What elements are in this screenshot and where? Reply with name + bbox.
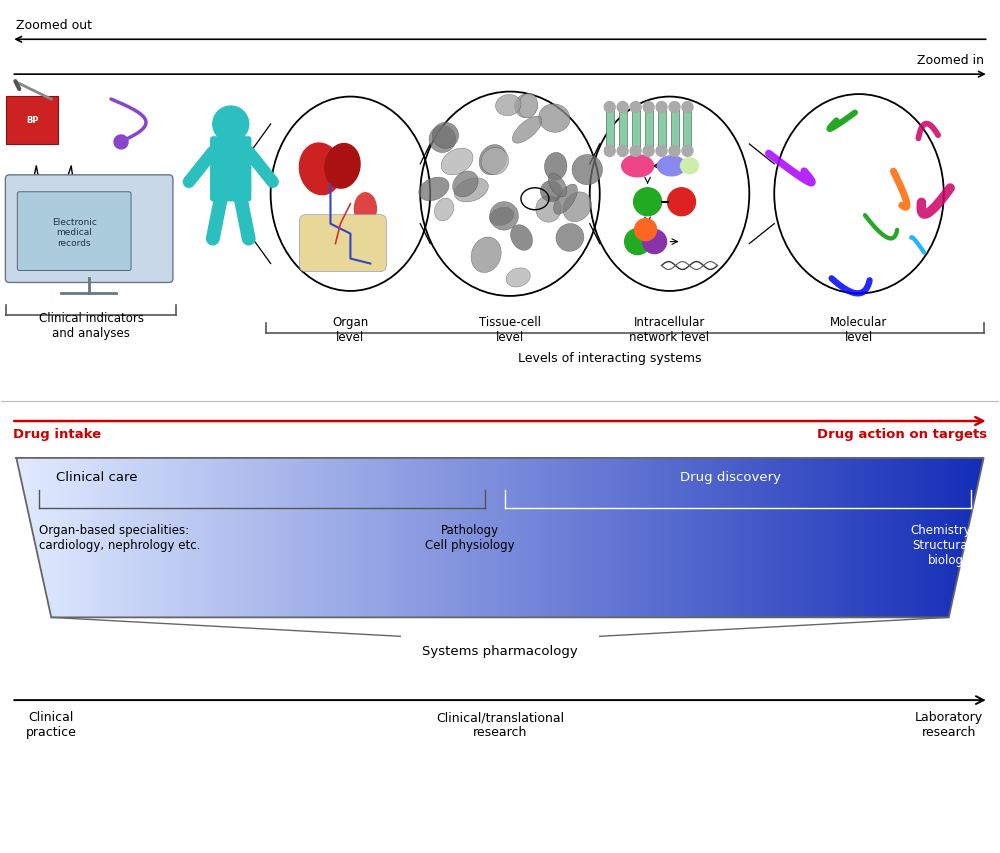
Ellipse shape	[511, 225, 533, 251]
Text: Laboratory
research: Laboratory research	[915, 711, 983, 738]
Ellipse shape	[299, 144, 342, 195]
Ellipse shape	[434, 199, 454, 222]
Bar	[671, 108, 679, 152]
Circle shape	[656, 146, 667, 157]
Ellipse shape	[554, 185, 577, 215]
Circle shape	[669, 102, 680, 113]
Text: Clinical indicators
and analyses: Clinical indicators and analyses	[39, 312, 144, 340]
Text: Chemistry
Structural
biology: Chemistry Structural biology	[910, 523, 971, 566]
Bar	[6, 97, 58, 145]
Circle shape	[630, 102, 641, 113]
Ellipse shape	[481, 148, 509, 176]
Circle shape	[669, 146, 680, 157]
Text: Systems pharmacology: Systems pharmacology	[422, 645, 578, 658]
Text: BP: BP	[26, 116, 39, 125]
Ellipse shape	[429, 126, 456, 154]
Circle shape	[643, 230, 667, 254]
Circle shape	[682, 146, 693, 157]
Circle shape	[114, 136, 128, 150]
Ellipse shape	[441, 149, 473, 176]
Ellipse shape	[419, 178, 449, 201]
Text: Drug intake: Drug intake	[13, 427, 101, 440]
Circle shape	[604, 102, 615, 113]
Circle shape	[213, 107, 249, 142]
Circle shape	[630, 146, 641, 157]
Bar	[683, 108, 691, 152]
Text: Zoomed out: Zoomed out	[16, 20, 92, 32]
Text: Clinical
practice: Clinical practice	[26, 711, 77, 738]
Circle shape	[634, 189, 662, 217]
Circle shape	[617, 146, 628, 157]
Ellipse shape	[548, 174, 567, 198]
Ellipse shape	[490, 202, 518, 231]
Text: Levels of interacting systems: Levels of interacting systems	[518, 351, 701, 365]
Ellipse shape	[325, 144, 360, 189]
Text: Electronic
medical
records: Electronic medical records	[52, 218, 97, 247]
Ellipse shape	[572, 155, 603, 186]
Ellipse shape	[490, 208, 514, 226]
Circle shape	[643, 146, 654, 157]
Ellipse shape	[536, 196, 561, 223]
Ellipse shape	[453, 171, 478, 198]
Ellipse shape	[354, 194, 376, 225]
Text: Organ
level: Organ level	[332, 316, 369, 344]
Text: Zoomed in: Zoomed in	[917, 54, 984, 67]
Circle shape	[617, 102, 628, 113]
Ellipse shape	[432, 123, 459, 149]
Ellipse shape	[556, 224, 584, 252]
Ellipse shape	[471, 238, 501, 273]
Ellipse shape	[512, 117, 542, 144]
Circle shape	[682, 102, 693, 113]
Circle shape	[625, 229, 651, 255]
FancyBboxPatch shape	[17, 193, 131, 271]
Circle shape	[643, 102, 654, 113]
Text: Clinical/translational
research: Clinical/translational research	[436, 711, 564, 738]
Circle shape	[656, 102, 667, 113]
Text: Drug action on targets: Drug action on targets	[817, 427, 987, 440]
Ellipse shape	[515, 95, 537, 119]
Text: Clinical care: Clinical care	[56, 470, 138, 484]
Ellipse shape	[544, 154, 567, 181]
Bar	[658, 108, 666, 152]
Ellipse shape	[540, 182, 562, 202]
Text: Organ-based specialities:
cardiology, nephrology etc.: Organ-based specialities: cardiology, ne…	[39, 523, 201, 551]
FancyBboxPatch shape	[300, 216, 386, 272]
Bar	[645, 108, 653, 152]
Ellipse shape	[539, 105, 570, 133]
Circle shape	[604, 146, 615, 157]
Ellipse shape	[658, 157, 685, 177]
Circle shape	[668, 189, 695, 217]
Ellipse shape	[519, 94, 538, 119]
Text: Molecular
level: Molecular level	[830, 316, 888, 344]
Circle shape	[635, 219, 657, 241]
Ellipse shape	[506, 269, 530, 287]
Text: Pathology
Cell physiology: Pathology Cell physiology	[425, 523, 515, 551]
Bar	[606, 108, 614, 152]
FancyBboxPatch shape	[211, 138, 251, 201]
Ellipse shape	[622, 156, 654, 177]
Ellipse shape	[454, 178, 488, 203]
Bar	[632, 108, 640, 152]
Text: Intracellular
network level: Intracellular network level	[629, 316, 710, 344]
Text: Tissue-cell
level: Tissue-cell level	[479, 316, 541, 344]
Ellipse shape	[479, 145, 507, 176]
FancyBboxPatch shape	[5, 176, 173, 283]
Ellipse shape	[496, 96, 521, 117]
Ellipse shape	[563, 193, 591, 223]
Text: Drug discovery: Drug discovery	[680, 470, 780, 484]
Ellipse shape	[680, 159, 698, 175]
Bar	[619, 108, 627, 152]
